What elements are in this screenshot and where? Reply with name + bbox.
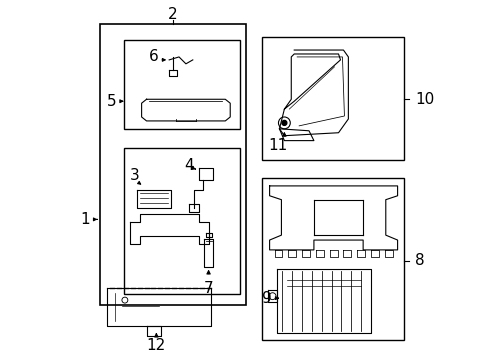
- Text: 1: 1: [81, 212, 90, 227]
- Text: 4: 4: [183, 158, 193, 173]
- Text: 11: 11: [267, 138, 286, 153]
- Text: 3: 3: [130, 167, 139, 183]
- Text: 6: 6: [148, 49, 158, 64]
- Bar: [123, 148, 240, 294]
- Bar: [261, 37, 404, 160]
- Bar: [123, 40, 240, 129]
- Bar: [261, 178, 404, 341]
- Text: 12: 12: [146, 338, 165, 353]
- Text: 7: 7: [203, 281, 213, 296]
- Circle shape: [282, 121, 286, 125]
- Text: 9: 9: [261, 291, 271, 306]
- Text: 5: 5: [106, 94, 116, 109]
- Text: 2: 2: [168, 7, 178, 22]
- Bar: [100, 24, 245, 305]
- Text: 10: 10: [414, 92, 434, 107]
- Text: 8: 8: [414, 253, 424, 268]
